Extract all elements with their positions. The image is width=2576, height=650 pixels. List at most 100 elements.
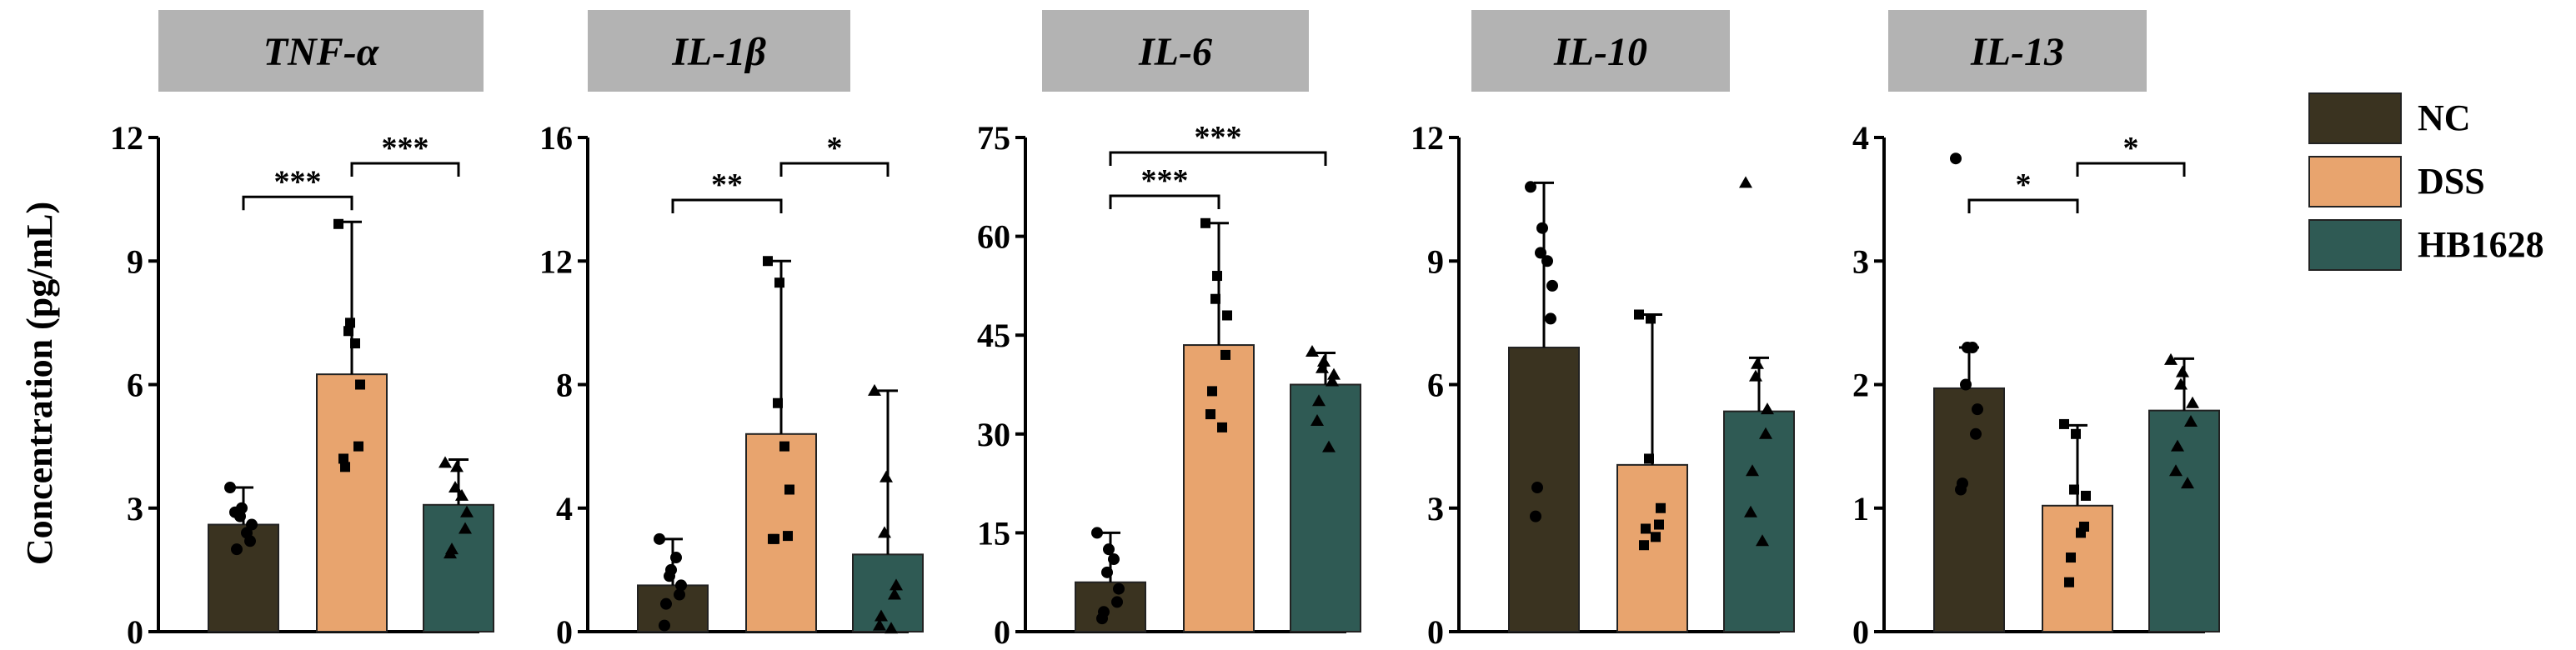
significance-label: *** (274, 164, 322, 199)
data-point-triangle (1317, 354, 1331, 367)
significance-label: * (2016, 168, 2032, 202)
y-tick-label: 3 (127, 490, 143, 528)
y-tick-label: 12 (539, 242, 573, 280)
data-point-triangle (873, 618, 886, 631)
data-point-circle (659, 619, 670, 632)
legend-swatch-hb1628 (2308, 219, 2402, 271)
data-point-circle (1546, 279, 1558, 292)
data-point-triangle (1756, 534, 1769, 547)
legend-swatch-dss (2308, 156, 2402, 208)
data-point-circle (1101, 566, 1113, 578)
data-point-triangle (459, 522, 472, 534)
data-point-triangle (1322, 440, 1336, 452)
significance-label: * (827, 131, 843, 166)
y-tick-label: 2 (1852, 367, 1869, 404)
legend-swatch-nc (2308, 92, 2402, 144)
data-point-triangle (2176, 365, 2189, 378)
data-point-square (773, 398, 783, 408)
panel-title-box (588, 10, 850, 92)
bar-hb1628 (423, 503, 494, 633)
significance-bracket (2076, 162, 2186, 177)
data-point-square (2081, 490, 2091, 501)
legend-label-hb1628: HB1628 (2418, 224, 2544, 265)
panel-title: IL-13 (1970, 30, 2064, 74)
y-tick-label: 1 (1852, 490, 1869, 528)
data-point-square (1644, 453, 1654, 464)
significance-label: *** (1195, 120, 1242, 155)
bar-nc (1508, 347, 1580, 632)
data-point-circle (241, 527, 253, 539)
y-tick-label: 6 (1427, 367, 1444, 404)
y-tick-label: 8 (556, 367, 573, 404)
data-point-square (345, 318, 355, 328)
data-point-square (333, 218, 343, 229)
data-point-square (779, 441, 789, 452)
data-point-triangle (878, 526, 891, 538)
bar-hb1628 (1723, 410, 1795, 632)
y-tick-label: 4 (1852, 119, 1869, 157)
data-point-triangle (2164, 352, 2178, 365)
panel-title: IL-10 (1553, 30, 1647, 74)
data-point-triangle (1744, 505, 1757, 518)
data-point-square (1656, 502, 1666, 513)
data-point-square (355, 379, 365, 390)
data-point-square (1641, 523, 1651, 534)
y-tick-label: 60 (977, 218, 1010, 256)
data-point-triangle (1306, 344, 1319, 357)
data-point-triangle (2186, 396, 2199, 408)
data-point-square (783, 531, 793, 542)
data-point-triangle (1759, 427, 1772, 439)
bar-nc (637, 584, 709, 632)
data-point-triangle (880, 470, 893, 482)
data-point-circle (1113, 582, 1125, 595)
data-point-triangle (444, 547, 457, 559)
y-tick-label: 3 (1427, 490, 1444, 528)
data-point-circle (1970, 428, 1982, 440)
data-point-circle (1091, 527, 1103, 539)
data-point-square (1646, 313, 1656, 324)
data-point-triangle (890, 578, 903, 591)
data-point-circle (1111, 596, 1123, 608)
bar-hb1628 (2148, 409, 2220, 632)
data-point-circle (664, 570, 675, 582)
data-point-square (768, 533, 778, 544)
y-tick-label: 0 (1852, 613, 1869, 650)
data-point-circle (675, 579, 687, 592)
y-tick-label: 16 (539, 119, 573, 157)
data-point-square (343, 326, 353, 337)
data-point-square (763, 256, 773, 267)
bar-hb1628 (1290, 383, 1361, 632)
bar-dss (316, 373, 388, 632)
data-point-triangle (2169, 464, 2183, 477)
data-point-square (353, 441, 363, 452)
data-point-circle (1967, 342, 1978, 354)
data-point-circle (654, 532, 665, 545)
data-point-triangle (1739, 176, 1752, 188)
data-point-square (1222, 310, 1232, 321)
data-point-circle (1096, 612, 1108, 625)
significance-bracket (1967, 198, 2079, 213)
data-point-circle (229, 506, 241, 518)
data-point-square (340, 462, 350, 472)
data-point-triangle (885, 622, 898, 634)
data-point-square (338, 453, 348, 464)
data-point-triangle (439, 456, 452, 468)
data-point-circle (1950, 152, 1962, 165)
data-point-triangle (2174, 378, 2188, 390)
data-point-circle (660, 598, 672, 610)
bar-nc (1933, 387, 2005, 632)
data-point-triangle (455, 488, 469, 501)
data-point-square (1654, 519, 1664, 530)
data-point-square (774, 278, 784, 288)
data-point-square (2064, 577, 2074, 588)
data-point-triangle (1327, 368, 1341, 380)
data-point-triangle (1312, 394, 1326, 407)
y-tick-label: 12 (110, 119, 143, 157)
data-point-triangle (2181, 477, 2194, 489)
y-tick-label: 0 (556, 613, 573, 650)
data-point-square (1212, 271, 1222, 282)
chart-panel: IL-13 0 1 2 3 4 * * (1852, 10, 2220, 650)
data-point-circle (674, 588, 685, 601)
data-point-triangle (1749, 369, 1762, 382)
